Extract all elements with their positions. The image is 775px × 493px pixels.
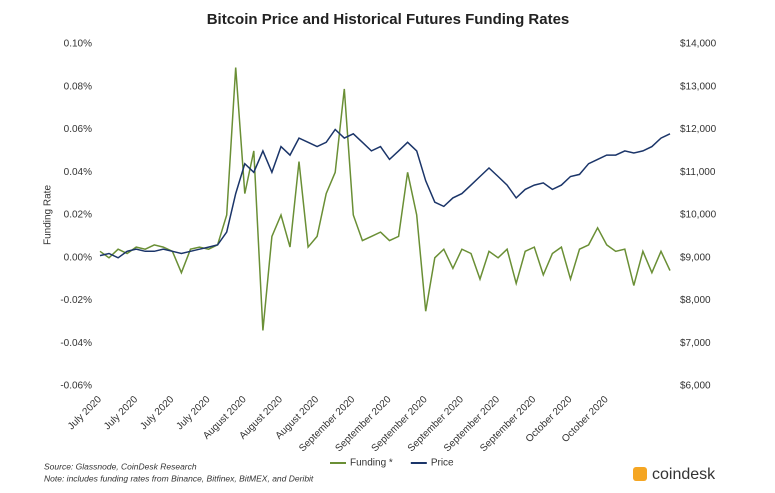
y-tick-label: 0.02%	[64, 210, 92, 221]
logo-text: coindesk	[652, 466, 716, 483]
series-line	[99, 128, 671, 259]
chart-title: Bitcoin Price and Historical Futures Fun…	[207, 11, 570, 28]
y2-tick-label: $9,000	[680, 252, 711, 263]
y-tick-label: -0.02%	[60, 295, 92, 306]
y2-tick-label: $10,000	[680, 210, 717, 221]
y-axis-label: Funding Rate	[43, 185, 54, 245]
y-tick-label: -0.04%	[60, 338, 92, 349]
y2-tick-label: $6,000	[680, 381, 711, 392]
y2-tick-label: $7,000	[680, 338, 711, 349]
note: Note: includes funding rates from Binanc…	[44, 473, 314, 483]
legend-label: Price	[431, 458, 454, 469]
y-tick-label: 0.06%	[64, 124, 92, 135]
y-tick-label: 0.00%	[64, 252, 92, 263]
y2-tick-label: $8,000	[680, 295, 711, 306]
x-tick-label: July 2020	[102, 394, 140, 432]
y2-tick-label: $11,000	[680, 167, 716, 178]
y-tick-label: 0.08%	[64, 81, 92, 92]
x-tick-label: July 2020	[138, 394, 176, 432]
y2-tick-label: $13,000	[680, 81, 717, 92]
x-tick-label: July 2020	[66, 394, 104, 432]
y-tick-label: -0.06%	[60, 381, 92, 392]
y-tick-label: 0.04%	[64, 167, 92, 178]
y-tick-label: 0.10%	[64, 39, 92, 50]
logo: coindesk	[633, 466, 716, 483]
x-tick-label: July 2020	[175, 394, 213, 432]
logo-icon	[633, 467, 647, 481]
y2-tick-label: $14,000	[680, 39, 717, 50]
source: Source: Glassnode, CoinDesk Research	[44, 461, 197, 471]
series-line	[99, 67, 671, 331]
y2-tick-label: $12,000	[680, 124, 717, 135]
legend-label: Funding *	[350, 458, 393, 469]
